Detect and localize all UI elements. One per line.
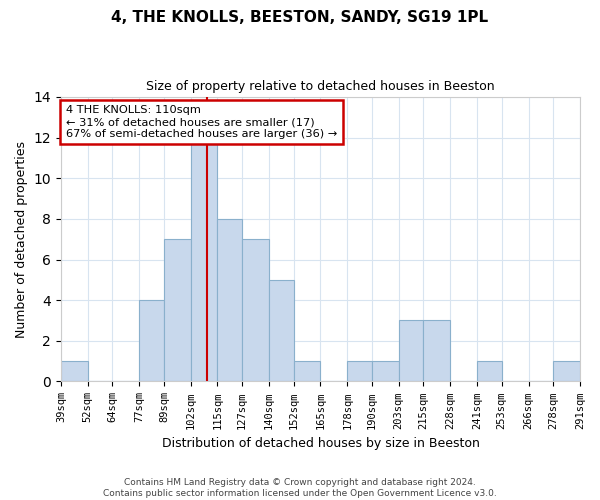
Bar xyxy=(372,361,399,382)
Y-axis label: Number of detached properties: Number of detached properties xyxy=(15,140,28,338)
Bar xyxy=(347,361,372,382)
Bar xyxy=(553,361,580,382)
Bar xyxy=(242,239,269,382)
Bar xyxy=(139,300,164,382)
Bar xyxy=(217,219,242,382)
Bar xyxy=(424,320,450,382)
Text: 4 THE KNOLLS: 110sqm
← 31% of detached houses are smaller (17)
67% of semi-detac: 4 THE KNOLLS: 110sqm ← 31% of detached h… xyxy=(66,106,337,138)
Text: 4, THE KNOLLS, BEESTON, SANDY, SG19 1PL: 4, THE KNOLLS, BEESTON, SANDY, SG19 1PL xyxy=(112,10,488,25)
Bar xyxy=(269,280,293,382)
Bar xyxy=(191,138,217,382)
Bar xyxy=(164,239,191,382)
Bar xyxy=(61,361,88,382)
X-axis label: Distribution of detached houses by size in Beeston: Distribution of detached houses by size … xyxy=(161,437,479,450)
Text: Contains HM Land Registry data © Crown copyright and database right 2024.
Contai: Contains HM Land Registry data © Crown c… xyxy=(103,478,497,498)
Bar xyxy=(477,361,502,382)
Title: Size of property relative to detached houses in Beeston: Size of property relative to detached ho… xyxy=(146,80,495,93)
Bar xyxy=(293,361,320,382)
Bar xyxy=(399,320,424,382)
